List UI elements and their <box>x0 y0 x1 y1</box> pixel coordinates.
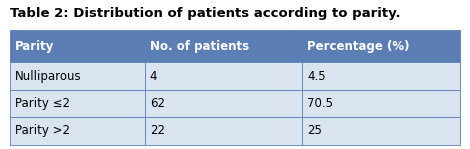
Text: Parity: Parity <box>15 40 55 53</box>
Text: 70.5: 70.5 <box>307 97 333 110</box>
Text: Nulliparous: Nulliparous <box>15 70 82 83</box>
Text: 4: 4 <box>150 70 157 83</box>
Text: No. of patients: No. of patients <box>150 40 249 53</box>
Text: 4.5: 4.5 <box>307 70 326 83</box>
Text: Table 2: Distribution of patients according to parity.: Table 2: Distribution of patients accord… <box>10 7 401 20</box>
Text: 62: 62 <box>150 97 165 110</box>
Text: Percentage (%): Percentage (%) <box>307 40 409 53</box>
Text: 22: 22 <box>150 124 165 137</box>
Text: 25: 25 <box>307 124 322 137</box>
Text: Parity >2: Parity >2 <box>15 124 70 137</box>
Text: Parity ≤2: Parity ≤2 <box>15 97 70 110</box>
